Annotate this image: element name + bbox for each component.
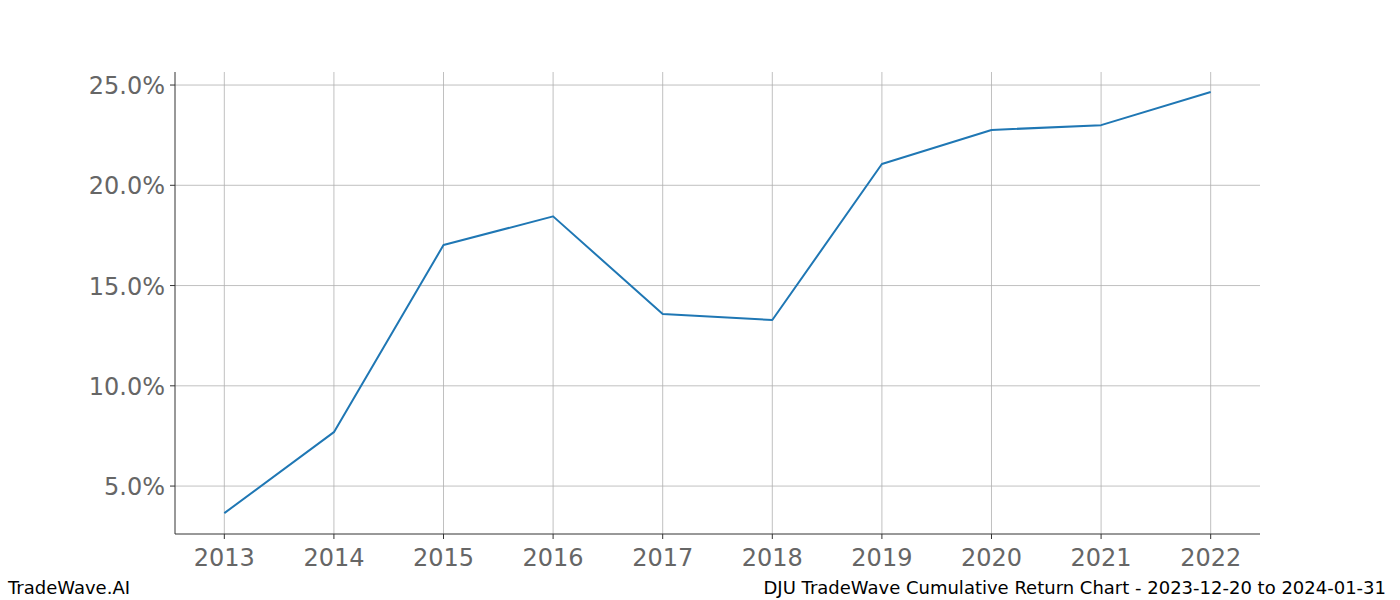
chart: 2013 2014 2015 2016 2017 2018 2019 2020 2021 2022… xyxy=(0,0,1400,600)
y-tick-label: 25.0% xyxy=(89,72,165,100)
y-axis xyxy=(175,72,176,534)
grid-line xyxy=(772,72,773,534)
grid-line xyxy=(553,72,554,534)
tick-mark xyxy=(1210,534,1211,539)
tick-mark xyxy=(170,385,175,386)
source: TradeWave.AI xyxy=(7,577,130,598)
tick-mark xyxy=(170,285,175,286)
x-tick-label: 2015 xyxy=(413,544,474,572)
x-tick-label: 2021 xyxy=(1071,544,1132,572)
grid-line xyxy=(175,285,1260,286)
tick-mark xyxy=(170,85,175,86)
y-tick-label: 15.0% xyxy=(89,273,165,301)
tick-mark xyxy=(443,534,444,539)
tick-mark xyxy=(553,534,554,539)
grid-line xyxy=(175,85,1260,86)
y-tick-label: 10.0% xyxy=(89,373,165,401)
tick-mark xyxy=(662,534,663,539)
grid-line xyxy=(175,185,1260,186)
y-tick-label: 5.0% xyxy=(104,473,165,501)
grid-line xyxy=(662,72,663,534)
plot-area xyxy=(224,92,1210,513)
grid-line xyxy=(175,486,1260,487)
title: DJU TradeWave Cumulative Return Chart - … xyxy=(763,577,1386,598)
grid-line xyxy=(1210,72,1211,534)
tick-mark xyxy=(1101,534,1102,539)
data-line xyxy=(224,92,1210,513)
grid-line xyxy=(443,72,444,534)
x-tick-label: 2019 xyxy=(851,544,912,572)
grid-line xyxy=(991,72,992,534)
x-tick-label: 2014 xyxy=(303,544,364,572)
grid-line xyxy=(1101,72,1102,534)
x-tick-label: 2020 xyxy=(961,544,1022,572)
tick-mark xyxy=(772,534,773,539)
tick-mark xyxy=(333,534,334,539)
grid-line xyxy=(333,72,334,534)
grid-line xyxy=(881,72,882,534)
tick-mark xyxy=(224,534,225,539)
x-tick-label: 2013 xyxy=(194,544,255,572)
x-tick-label: 2016 xyxy=(523,544,584,572)
y-tick-label: 20.0% xyxy=(89,172,165,200)
tick-mark xyxy=(881,534,882,539)
grid-line xyxy=(224,72,225,534)
tick-mark xyxy=(170,185,175,186)
tick-mark xyxy=(991,534,992,539)
grid-line xyxy=(175,385,1260,386)
x-tick-label: 2018 xyxy=(742,544,803,572)
tick-mark xyxy=(170,486,175,487)
x-tick-label: 2017 xyxy=(632,544,693,572)
x-axis xyxy=(175,534,1260,535)
x-tick-label: 2022 xyxy=(1180,544,1241,572)
